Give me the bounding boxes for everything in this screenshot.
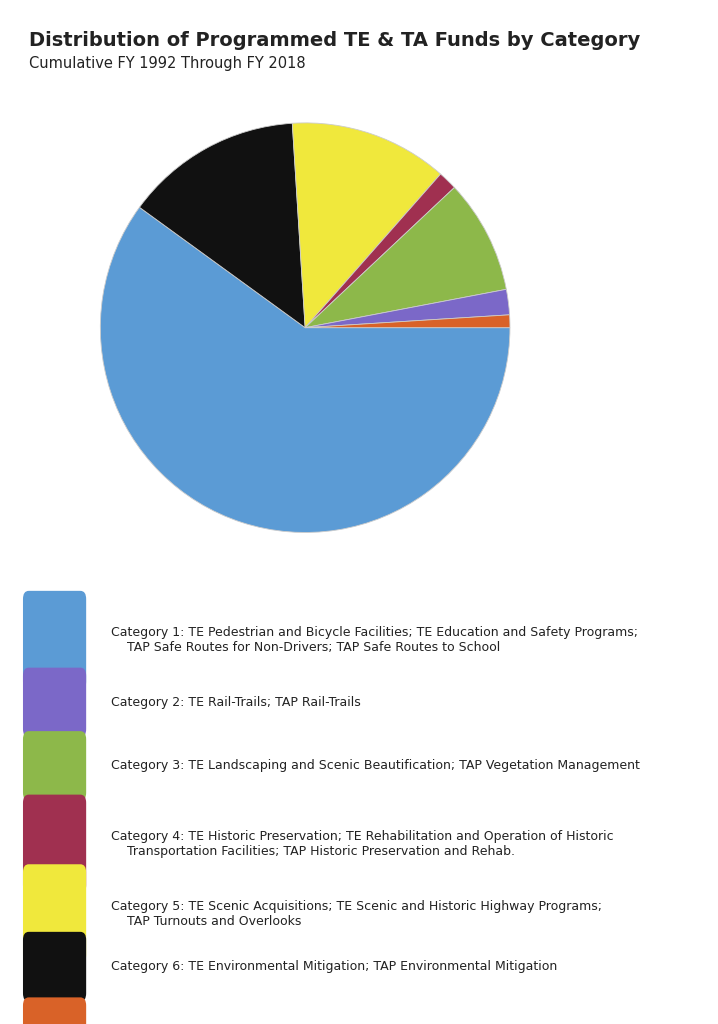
Text: Cumulative FY 1992 Through FY 2018: Cumulative FY 1992 Through FY 2018 bbox=[29, 56, 305, 72]
Wedge shape bbox=[305, 290, 510, 328]
Wedge shape bbox=[305, 314, 510, 328]
Text: Category 2: TE Rail-Trails; TAP Rail-Trails: Category 2: TE Rail-Trails; TAP Rail-Tra… bbox=[111, 696, 361, 709]
Wedge shape bbox=[101, 207, 510, 532]
Wedge shape bbox=[139, 123, 305, 328]
Text: Category 6: TE Environmental Mitigation; TAP Environmental Mitigation: Category 6: TE Environmental Mitigation;… bbox=[111, 961, 558, 973]
Text: Category 5: TE Scenic Acquisitions; TE Scenic and Historic Highway Programs;
   : Category 5: TE Scenic Acquisitions; TE S… bbox=[111, 900, 602, 928]
Text: Category 4: TE Historic Preservation; TE Rehabilitation and Operation of Histori: Category 4: TE Historic Preservation; TE… bbox=[111, 830, 614, 858]
Text: Category 3: TE Landscaping and Scenic Beautification; TAP Vegetation Management: Category 3: TE Landscaping and Scenic Be… bbox=[111, 760, 640, 772]
Text: Category 1: TE Pedestrian and Bicycle Facilities; TE Education and Safety Progra: Category 1: TE Pedestrian and Bicycle Fa… bbox=[111, 627, 638, 654]
Text: Distribution of Programmed TE & TA Funds by Category: Distribution of Programmed TE & TA Funds… bbox=[29, 31, 640, 50]
Wedge shape bbox=[292, 123, 441, 328]
Wedge shape bbox=[305, 187, 506, 328]
Wedge shape bbox=[305, 174, 454, 328]
